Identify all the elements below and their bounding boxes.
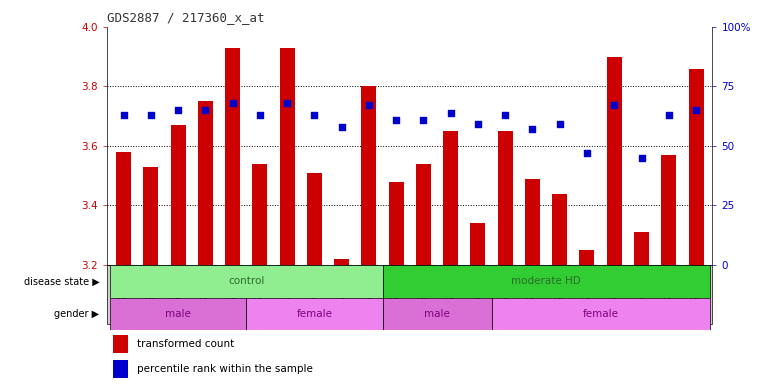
Bar — [382, 265, 709, 298]
Text: male: male — [165, 309, 191, 319]
Bar — [280, 48, 295, 265]
Bar — [525, 179, 540, 265]
Bar — [498, 131, 512, 265]
Bar — [143, 167, 159, 265]
Bar — [246, 298, 382, 330]
Point — [499, 112, 512, 118]
Text: GDS2887 / 217360_x_at: GDS2887 / 217360_x_at — [107, 11, 265, 24]
Point — [526, 126, 538, 132]
Bar — [634, 232, 649, 265]
Point — [635, 155, 647, 161]
Text: control: control — [228, 276, 264, 286]
Text: female: female — [583, 309, 619, 319]
Bar — [113, 335, 129, 353]
Point — [172, 107, 185, 113]
Bar — [552, 194, 568, 265]
Bar — [307, 173, 322, 265]
Bar — [580, 250, 594, 265]
Point — [581, 150, 593, 156]
Text: female: female — [296, 309, 332, 319]
Bar — [198, 101, 213, 265]
Bar — [113, 360, 129, 378]
Point — [390, 117, 402, 123]
Bar — [416, 164, 431, 265]
Bar — [492, 298, 709, 330]
Bar — [171, 125, 185, 265]
Bar — [116, 152, 131, 265]
Bar — [334, 259, 349, 265]
Bar — [388, 182, 404, 265]
Bar — [110, 298, 246, 330]
Text: male: male — [424, 309, 450, 319]
Text: transformed count: transformed count — [138, 339, 234, 349]
Text: percentile rank within the sample: percentile rank within the sample — [138, 364, 313, 374]
Text: disease state ▶: disease state ▶ — [24, 276, 100, 286]
Bar — [444, 131, 458, 265]
Bar — [661, 155, 676, 265]
Point — [690, 107, 702, 113]
Point — [554, 121, 566, 127]
Point — [363, 103, 375, 109]
Point — [663, 112, 675, 118]
Bar — [110, 265, 382, 298]
Point — [254, 112, 266, 118]
Text: moderate HD: moderate HD — [511, 276, 581, 286]
Point — [199, 107, 211, 113]
Point — [472, 121, 484, 127]
Bar — [382, 298, 492, 330]
Bar — [362, 86, 376, 265]
Point — [417, 117, 430, 123]
Bar — [252, 164, 267, 265]
Point — [145, 112, 157, 118]
Point — [281, 100, 293, 106]
Point — [444, 109, 457, 116]
Bar — [470, 223, 486, 265]
Point — [227, 100, 239, 106]
Point — [608, 103, 620, 109]
Bar — [689, 69, 703, 265]
Text: gender ▶: gender ▶ — [54, 309, 100, 319]
Point — [336, 124, 348, 130]
Bar — [225, 48, 240, 265]
Bar — [607, 57, 622, 265]
Point — [117, 112, 129, 118]
Point — [308, 112, 320, 118]
